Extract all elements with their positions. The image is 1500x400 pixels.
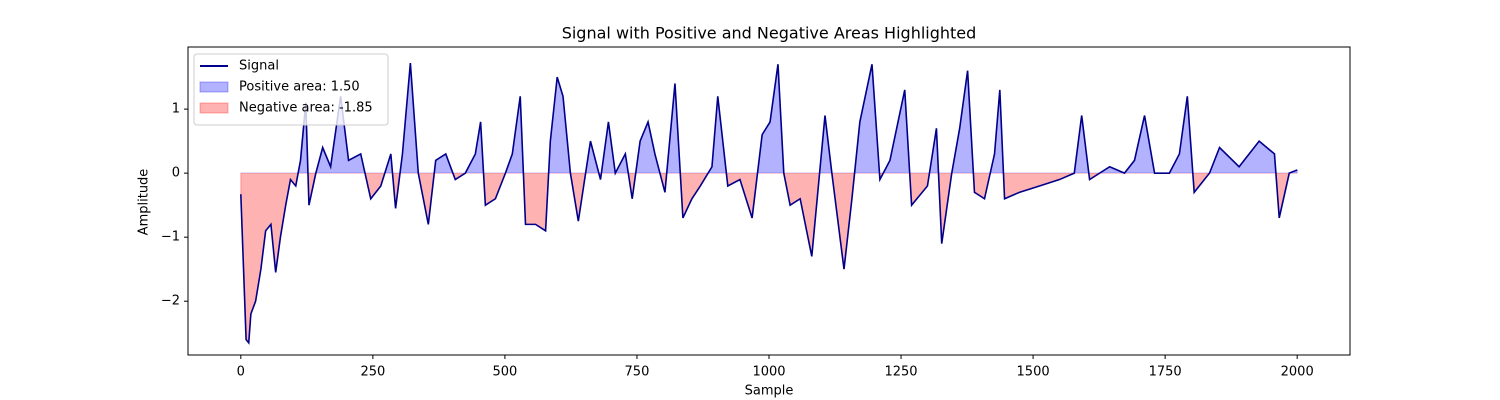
x-tick-label: 0 (237, 365, 245, 380)
chart-title: Signal with Positive and Negative Areas … (562, 24, 977, 43)
y-axis-label: Amplitude (137, 169, 152, 236)
x-tick-label: 1500 (1017, 365, 1050, 380)
x-tick-label: 1750 (1149, 365, 1182, 380)
area-fill (240, 173, 1298, 345)
x-tick-label: 250 (360, 365, 385, 380)
legend-box (193, 53, 389, 126)
y-tick-label: −1 (161, 230, 180, 245)
x-tick-label: 2000 (1281, 365, 1314, 380)
y-tick-label: 0 (172, 166, 180, 181)
y-tick-label: −2 (161, 294, 180, 309)
x-tick-label: 750 (625, 365, 650, 380)
legend-swatch (199, 102, 229, 114)
legend-label: Signal (239, 59, 279, 74)
legend-swatch (199, 81, 229, 93)
x-axis-label: Sample (745, 384, 794, 399)
x-tick-label: 1000 (752, 365, 785, 380)
x-tick-label: 500 (492, 365, 517, 380)
area-fill (240, 62, 1298, 174)
legend-label: Negative area: -1.85 (239, 101, 373, 116)
y-tick-label: 1 (172, 102, 180, 117)
legend-label: Positive area: 1.50 (239, 80, 360, 95)
plot-frame (187, 46, 1351, 356)
x-tick-label: 1250 (884, 365, 917, 380)
signal-line (240, 62, 1298, 345)
